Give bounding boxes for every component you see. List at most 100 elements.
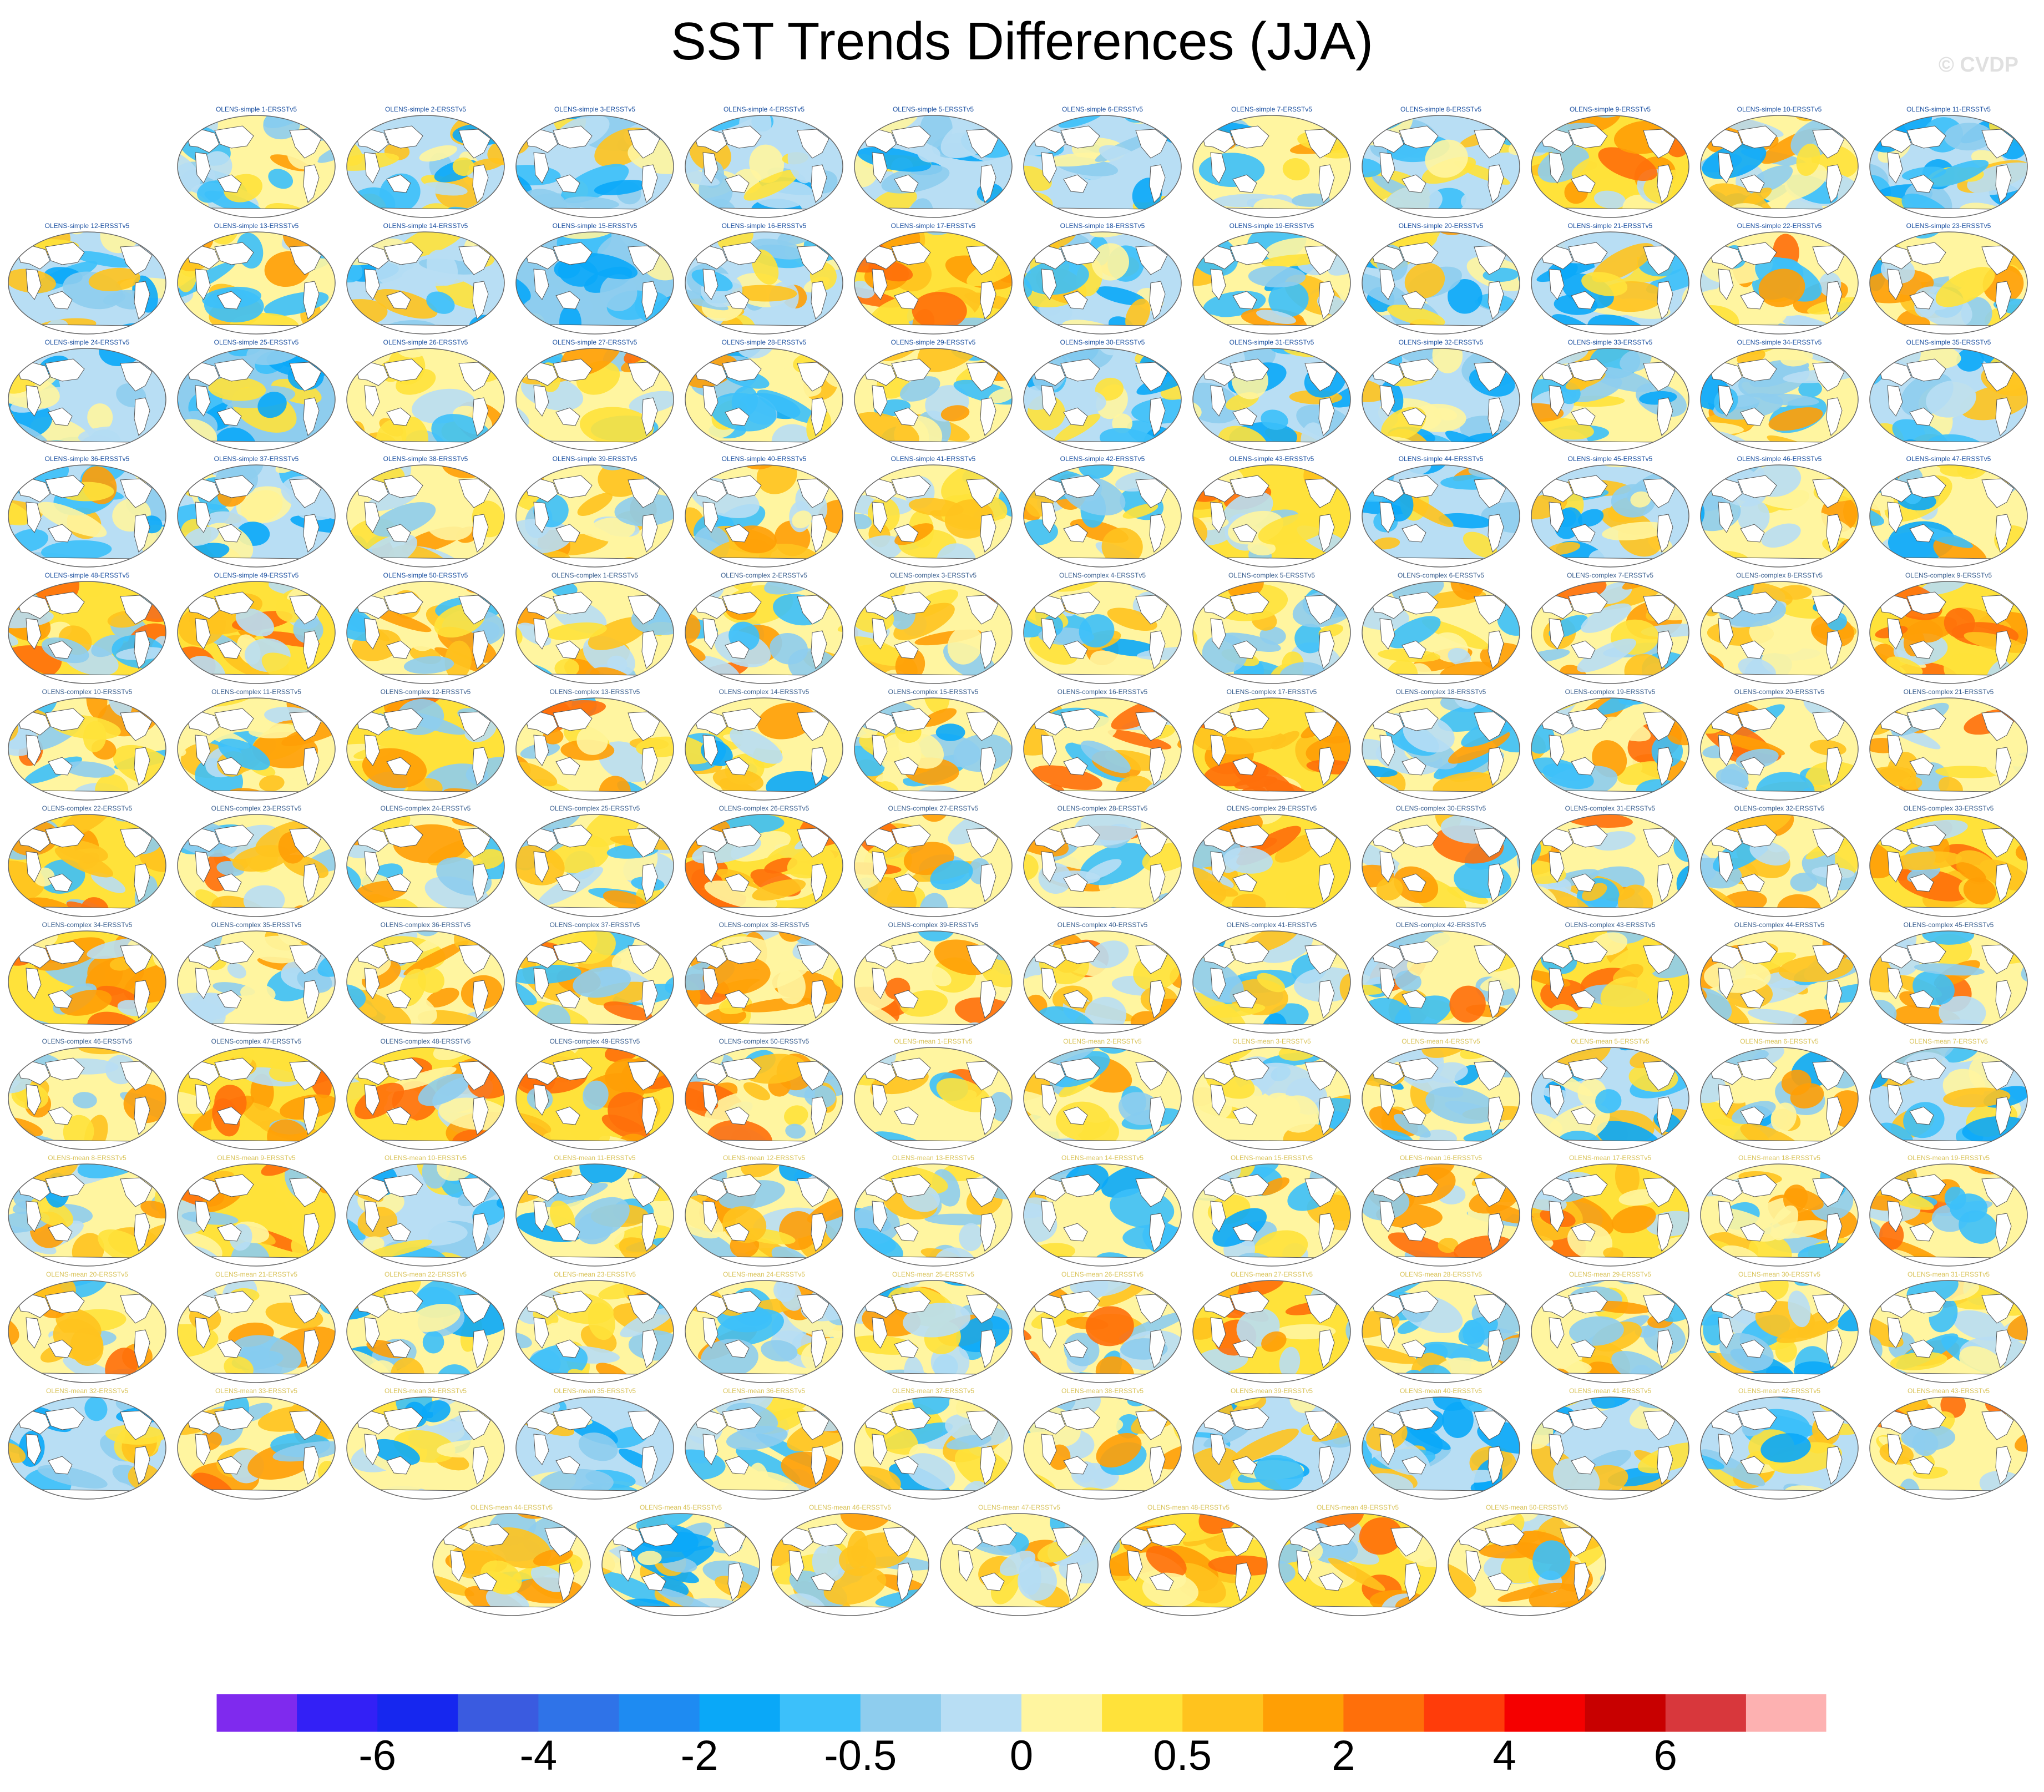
map-panel: OLENS-simple 4-ERSSTv5 <box>684 105 844 219</box>
map-panel: OLENS-simple 9-ERSSTv5 <box>1530 105 1691 219</box>
panel-label: OLENS-simple 21-ERSSTv5 <box>1567 222 1653 230</box>
map-svg <box>1192 581 1351 684</box>
map-svg <box>1869 814 2028 917</box>
map-panel: OLENS-mean 2-ERSSTv5 <box>1022 1037 1183 1151</box>
map-panel: OLENS-simple 43-ERSSTv5 <box>1191 454 1352 568</box>
map-panel: OLENS-complex 43-ERSSTv5 <box>1530 920 1691 1034</box>
map-svg <box>1023 115 1182 218</box>
map-svg <box>346 814 505 917</box>
map-panel: OLENS-mean 15-ERSSTv5 <box>1191 1153 1352 1267</box>
colorbar-labels: -6 -4 -2 -0.5 0 0.5 2 4 6 <box>0 1731 2044 1781</box>
map-panel: OLENS-complex 28-ERSSTv5 <box>1022 804 1183 918</box>
panel-label: OLENS-complex 15-ERSSTv5 <box>888 688 979 696</box>
panel-label: OLENS-complex 24-ERSSTv5 <box>380 804 471 812</box>
map-panel: OLENS-mean 40-ERSSTv5 <box>1360 1386 1521 1500</box>
map-svg <box>685 581 843 684</box>
map-panel: OLENS-complex 6-ERSSTv5 <box>1360 571 1521 685</box>
map-svg <box>1362 697 1520 801</box>
panel-label: OLENS-mean 38-ERSSTv5 <box>1061 1387 1144 1395</box>
map-svg <box>8 1163 166 1267</box>
map-svg <box>1192 348 1351 451</box>
panel-label: OLENS-mean 2-ERSSTv5 <box>1063 1037 1142 1045</box>
panel-label: OLENS-simple 46-ERSSTv5 <box>1737 455 1822 463</box>
panel-label: OLENS-complex 18-ERSSTv5 <box>1395 688 1486 696</box>
map-panel: OLENS-simple 35-ERSSTv5 <box>1868 338 2029 452</box>
map-svg <box>515 464 674 568</box>
panel-label: OLENS-simple 1-ERSSTv5 <box>215 105 297 113</box>
map-panel: OLENS-complex 34-ERSSTv5 <box>7 920 168 1034</box>
map-svg <box>1700 930 1859 1034</box>
map-panel: OLENS-mean 21-ERSSTv5 <box>176 1270 337 1384</box>
map-svg <box>8 581 166 684</box>
panel-label: OLENS-complex 22-ERSSTv5 <box>42 804 133 812</box>
colorbar-swatch <box>1585 1694 1666 1732</box>
panel-label: OLENS-simple 44-ERSSTv5 <box>1398 455 1484 463</box>
map-svg <box>685 464 843 568</box>
panel-label: OLENS-simple 12-ERSSTv5 <box>44 222 130 230</box>
map-svg <box>854 697 1013 801</box>
map-svg <box>8 1396 166 1500</box>
map-panel: OLENS-simple 45-ERSSTv5 <box>1530 454 1691 568</box>
map-svg <box>685 814 843 917</box>
panel-label: OLENS-simple 16-ERSSTv5 <box>721 222 807 230</box>
panel-label: OLENS-mean 25-ERSSTv5 <box>892 1270 975 1278</box>
colorbar-swatch <box>1746 1694 1827 1732</box>
panel-label: OLENS-mean 3-ERSSTv5 <box>1232 1037 1311 1045</box>
panel-label: OLENS-mean 21-ERSSTv5 <box>215 1270 298 1278</box>
map-panel: OLENS-simple 42-ERSSTv5 <box>1022 454 1183 568</box>
map-svg <box>1869 1396 2028 1500</box>
map-panel: OLENS-complex 40-ERSSTv5 <box>1022 920 1183 1034</box>
map-svg <box>1700 1396 1859 1500</box>
colorbar-swatch <box>377 1694 458 1732</box>
map-panel: OLENS-complex 36-ERSSTv5 <box>345 920 506 1034</box>
map-panel: OLENS-complex 42-ERSSTv5 <box>1360 920 1521 1034</box>
panel-label: OLENS-mean 37-ERSSTv5 <box>892 1387 975 1395</box>
map-svg <box>854 231 1013 335</box>
panel-label: OLENS-mean 33-ERSSTv5 <box>215 1387 298 1395</box>
panel-label: OLENS-mean 50-ERSSTv5 <box>1485 1504 1569 1511</box>
panel-label: OLENS-complex 38-ERSSTv5 <box>719 921 809 929</box>
panel-label: OLENS-mean 4-ERSSTv5 <box>1402 1037 1480 1045</box>
map-panel: OLENS-complex 30-ERSSTv5 <box>1360 804 1521 918</box>
panel-label: OLENS-complex 10-ERSSTv5 <box>42 688 133 696</box>
panel-label: OLENS-complex 8-ERSSTv5 <box>1736 571 1823 579</box>
map-svg <box>177 115 336 218</box>
panel-label: OLENS-mean 12-ERSSTv5 <box>722 1154 806 1162</box>
panel-label: OLENS-complex 35-ERSSTv5 <box>211 921 302 929</box>
map-panel: OLENS-complex 7-ERSSTv5 <box>1530 571 1691 685</box>
map-svg <box>854 1280 1013 1383</box>
map-svg <box>1362 930 1520 1034</box>
map-panel: OLENS-complex 19-ERSSTv5 <box>1530 687 1691 801</box>
colorbar-swatch <box>860 1694 942 1732</box>
map-svg <box>1531 348 1689 451</box>
map-panel: OLENS-mean 25-ERSSTv5 <box>853 1270 1014 1384</box>
map-panel: OLENS-simple 10-ERSSTv5 <box>1699 105 1860 219</box>
colorbar-swatch <box>940 1694 1022 1732</box>
panel-label: OLENS-mean 30-ERSSTv5 <box>1738 1270 1821 1278</box>
panel-label: OLENS-simple 47-ERSSTv5 <box>1906 455 1991 463</box>
map-svg <box>1192 930 1351 1034</box>
map-svg <box>346 930 505 1034</box>
map-svg <box>1869 1280 2028 1383</box>
panel-label: OLENS-simple 28-ERSSTv5 <box>721 338 807 346</box>
map-panel: OLENS-complex 2-ERSSTv5 <box>684 571 844 685</box>
map-svg <box>854 581 1013 684</box>
colorbar-tick-label: -6 <box>358 1732 396 1779</box>
map-svg <box>177 1047 336 1150</box>
panel-label: OLENS-simple 17-ERSSTv5 <box>891 222 976 230</box>
map-svg <box>1023 464 1182 568</box>
colorbar-swatch <box>1665 1694 1747 1732</box>
panel-label: OLENS-simple 32-ERSSTv5 <box>1398 338 1484 346</box>
map-svg <box>1700 348 1859 451</box>
map-svg <box>1362 1047 1520 1150</box>
map-svg <box>1531 464 1689 568</box>
map-svg <box>1192 464 1351 568</box>
map-svg <box>854 348 1013 451</box>
map-svg <box>8 697 166 801</box>
map-svg <box>685 1047 843 1150</box>
map-panel: OLENS-mean 4-ERSSTv5 <box>1360 1037 1521 1151</box>
panel-label: OLENS-complex 23-ERSSTv5 <box>211 804 302 812</box>
map-svg <box>1869 1047 2028 1150</box>
panel-label: OLENS-mean 36-ERSSTv5 <box>722 1387 806 1395</box>
map-panel: OLENS-simple 15-ERSSTv5 <box>514 221 675 335</box>
